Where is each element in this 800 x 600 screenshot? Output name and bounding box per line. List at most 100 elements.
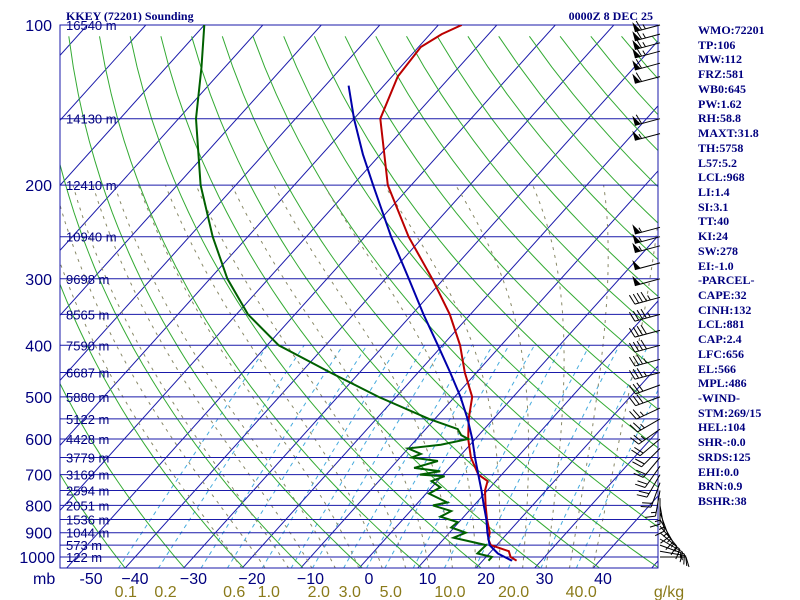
index-item: MW:112 [698, 52, 742, 67]
isotherm-line [60, 25, 323, 317]
mixing-ratio-line [384, 345, 510, 568]
temperature-tick-label: −20 [238, 571, 265, 588]
wind-barb [629, 407, 661, 420]
index-item: TT:40 [698, 214, 730, 229]
isotherm-line [534, 430, 658, 568]
mixing-ratio-line [540, 345, 649, 568]
index-item: HEL:104 [698, 420, 746, 435]
temperature-tick-label: −30 [180, 571, 207, 588]
plot-border [59, 24, 659, 569]
wind-barbs [628, 20, 690, 568]
height-label: 573 m [66, 538, 102, 553]
dry-adiabat-line [60, 282, 245, 568]
moist-adiabat-line [195, 184, 407, 568]
isotherm-line [300, 170, 658, 568]
mixing-ratio-tick-label: 1.0 [258, 584, 280, 600]
isotherm-line [592, 495, 658, 568]
height-label: 8565 m [66, 307, 109, 322]
wind-barb [628, 291, 661, 305]
wind-barb [628, 324, 661, 338]
mixing-ratio-line [412, 345, 535, 568]
height-label: 10940 m [66, 230, 117, 245]
index-item: MPL:486 [698, 376, 747, 391]
dry-adiabat-line [68, 36, 363, 568]
profiles [194, 25, 518, 562]
mixing-ratio-line [290, 345, 426, 568]
plot-frame [59, 24, 659, 569]
dry-adiabat-line [467, 36, 658, 261]
height-label: 2594 m [66, 484, 109, 499]
wind-barb [640, 482, 661, 508]
wind-barb [628, 339, 661, 353]
isotherm-line [60, 25, 440, 447]
wind-barb [632, 130, 661, 141]
pressure-tick-label: 400 [25, 338, 52, 355]
dry-adiabat-line [129, 36, 482, 568]
isotherm-line [417, 300, 658, 568]
wind-barb [632, 114, 661, 126]
index-item: SHR-:0.0 [698, 435, 746, 450]
height-label: 1536 m [66, 513, 109, 528]
wind-barb [635, 465, 661, 488]
isotherm-line [124, 25, 615, 568]
wind-barb [628, 382, 661, 395]
parcel-profile [347, 85, 513, 562]
wind-barb [632, 224, 661, 235]
wind-barb [628, 308, 661, 322]
wind-barb [629, 418, 661, 433]
isotherm-line [358, 235, 658, 568]
index-item: BSHR:38 [698, 494, 747, 508]
isotherm-line [60, 25, 264, 252]
temperature-tick-label: −10 [297, 571, 324, 588]
moist-adiabat-line [164, 184, 383, 568]
chart-time: 0000Z 8 DEC 25 [569, 9, 653, 23]
pressure-tick-label: 1000 [19, 550, 55, 567]
pressure-axis-label: mb [33, 571, 55, 588]
mixing-ratio-line [443, 345, 563, 568]
isotherm-lines [60, 25, 658, 568]
moist-adiabat-line [114, 184, 336, 568]
index-item: LFC:656 [698, 346, 744, 361]
wind-barb [632, 29, 661, 42]
temperature-tick-label: −40 [121, 571, 148, 588]
wind-barb [632, 233, 661, 244]
background-lines [60, 25, 658, 568]
index-item: WMO:72201 [698, 23, 765, 37]
moist-adiabat-line [137, 184, 360, 568]
index-item: CAPE:32 [698, 288, 747, 302]
dry-adiabat-line [344, 36, 658, 410]
pressure-tick-label: 500 [25, 390, 52, 407]
dry-adiabat-line [99, 36, 423, 568]
moist-adiabat-line [72, 184, 290, 568]
dry-adiabat-line [559, 35, 658, 152]
mixing-ratio-tick-label: 40.0 [566, 584, 597, 600]
index-item: SI:3.1 [698, 199, 729, 214]
height-label: 2051 m [66, 498, 109, 513]
height-label: 5880 m [66, 390, 109, 405]
pressure-tick-label: 700 [25, 468, 52, 485]
isotherm-line [60, 25, 147, 122]
wind-barb [632, 260, 661, 271]
moist-adiabat-line [231, 184, 430, 568]
index-item: LI:1.4 [698, 184, 730, 199]
index-item: WB0:645 [698, 81, 746, 96]
moist-adiabat-line [273, 184, 453, 568]
height-label: 7590 m [66, 338, 109, 353]
moist-adiabat-line [60, 203, 266, 568]
mixing-ratio-tick-label: 10.0 [434, 584, 465, 600]
index-item: TP:106 [698, 37, 736, 52]
dry-adiabat-line [60, 382, 186, 568]
mixing-ratio-tick-label: 3.0 [339, 584, 361, 600]
index-item: BRN:0.9 [698, 479, 743, 494]
height-label: 6687 m [66, 366, 109, 381]
isotherm-line [183, 40, 658, 568]
dry-adiabat-line [283, 36, 658, 488]
height-label: 12410 m [66, 178, 117, 193]
wind-barb [631, 438, 661, 457]
dry-adiabat-line [60, 162, 304, 568]
dry-adiabat-line [252, 36, 658, 528]
moist-adiabat-line [532, 184, 565, 568]
mixing-ratio-unit-label: g/kg [654, 584, 684, 600]
isotherm-line [60, 25, 381, 382]
